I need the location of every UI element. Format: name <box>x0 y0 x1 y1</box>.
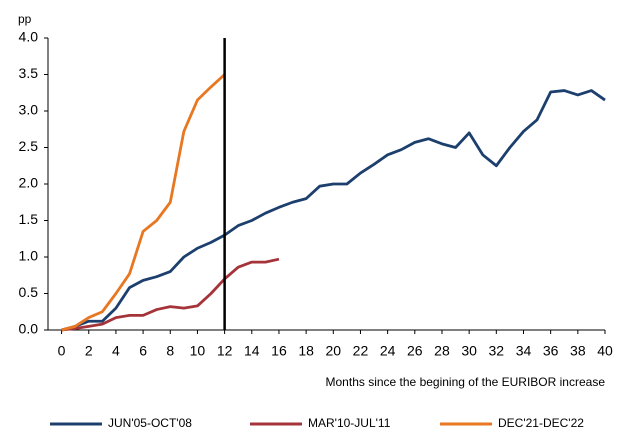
legend-label: MAR'10-JUL'11 <box>308 416 391 430</box>
x-tick-label: 26 <box>407 343 423 359</box>
x-tick-label: 10 <box>190 343 206 359</box>
y-tick-label: 0.0 <box>19 321 39 337</box>
x-tick-label: 24 <box>380 343 396 359</box>
x-tick-label: 20 <box>326 343 342 359</box>
y-tick-label: 1.0 <box>19 248 39 264</box>
y-tick-label: 2.0 <box>19 175 39 191</box>
x-tick-label: 16 <box>271 343 287 359</box>
y-tick-label: 2.5 <box>19 138 39 154</box>
x-tick-label: 30 <box>461 343 477 359</box>
y-tick-label: 0.5 <box>19 284 39 300</box>
x-tick-label: 36 <box>543 343 559 359</box>
x-tick-label: 14 <box>244 343 260 359</box>
y-tick-label: 1.5 <box>19 211 39 227</box>
series-line <box>61 257 280 332</box>
y-tick-label: 4.0 <box>19 29 39 45</box>
legend-label: DEC'21-DEC'22 <box>498 416 584 430</box>
y-tick-label: 3.5 <box>19 65 39 81</box>
y-unit-label: pp <box>18 12 32 26</box>
legend-label: JUN'05-OCT'08 <box>108 416 192 430</box>
x-tick-label: 40 <box>597 343 613 359</box>
x-tick-label: 4 <box>112 343 120 359</box>
x-tick-label: 0 <box>58 343 66 359</box>
x-tick-label: 18 <box>298 343 314 359</box>
x-tick-label: 38 <box>570 343 586 359</box>
x-tick-label: 22 <box>353 343 369 359</box>
x-tick-label: 6 <box>139 343 147 359</box>
x-tick-label: 12 <box>217 343 233 359</box>
y-tick-label: 3.0 <box>19 102 39 118</box>
x-tick-label: 28 <box>434 343 450 359</box>
x-tick-label: 2 <box>85 343 93 359</box>
x-tick-label: 34 <box>516 343 532 359</box>
x-tick-label: 32 <box>489 343 505 359</box>
series-line <box>61 89 606 332</box>
x-tick-label: 8 <box>166 343 174 359</box>
x-axis-label: Months since the begining of the EURIBOR… <box>326 375 606 389</box>
series-line <box>61 73 226 332</box>
